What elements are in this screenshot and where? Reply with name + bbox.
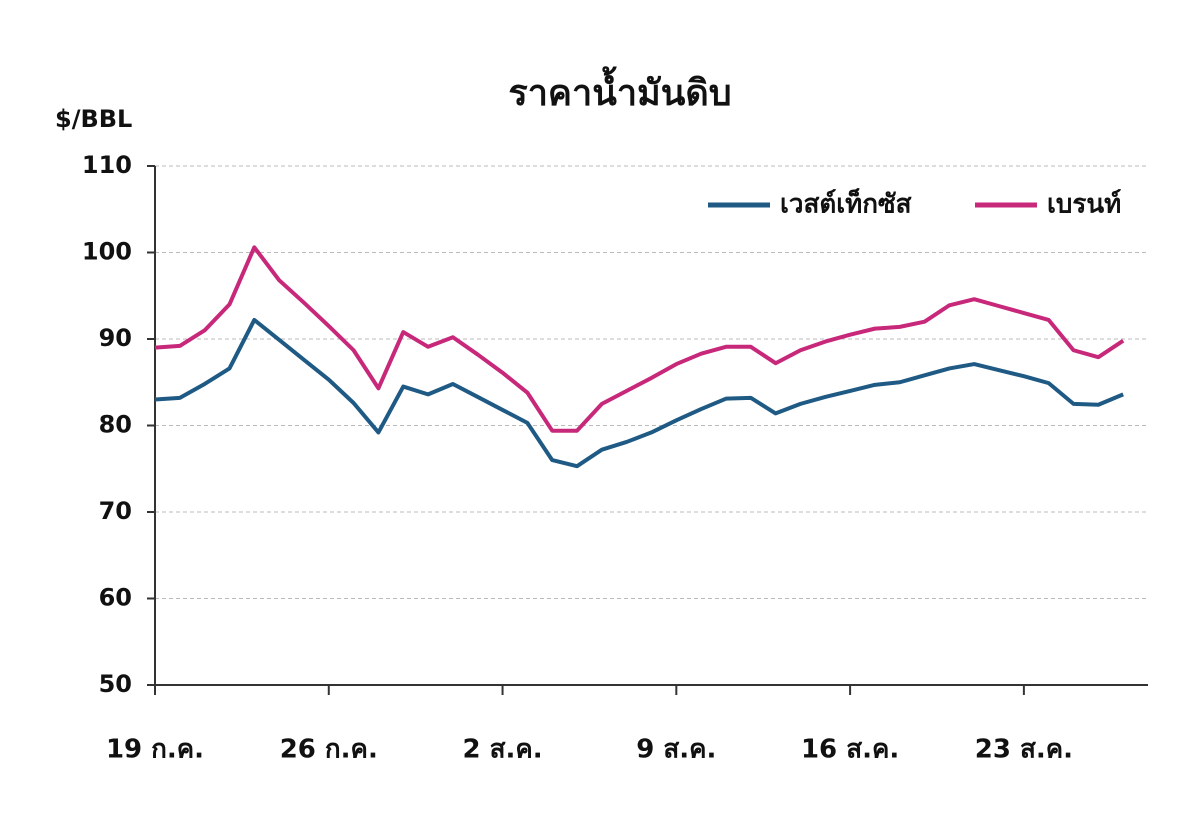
x-tick-label: 23 ส.ค. <box>975 735 1073 765</box>
series-line <box>154 245 1125 433</box>
y-tick-label: 50 <box>99 670 132 698</box>
y-tick-label: 60 <box>99 584 132 612</box>
y-tick-label: 90 <box>99 324 132 352</box>
x-tick-label: 16 ส.ค. <box>801 735 899 765</box>
y-axis-label: $/BBL <box>55 105 132 133</box>
series-line <box>154 317 1124 469</box>
legend-label: เบรนท์ <box>1047 189 1121 220</box>
y-tick-label: 110 <box>82 151 132 179</box>
y-tick-label: 80 <box>99 411 132 439</box>
legend-label: เวสต์เท็กซัส <box>780 188 912 220</box>
chart-title: ราคาน้ำมันดิบ <box>508 66 731 114</box>
y-tick-label: 100 <box>82 238 132 266</box>
x-tick-label: 26 ก.ค. <box>280 735 378 765</box>
y-tick-label: 70 <box>99 497 132 525</box>
x-tick-label: 2 ส.ค. <box>462 735 542 765</box>
x-tick-label: 9 ส.ค. <box>636 735 716 765</box>
x-tick-label: 19 ก.ค. <box>106 735 204 765</box>
